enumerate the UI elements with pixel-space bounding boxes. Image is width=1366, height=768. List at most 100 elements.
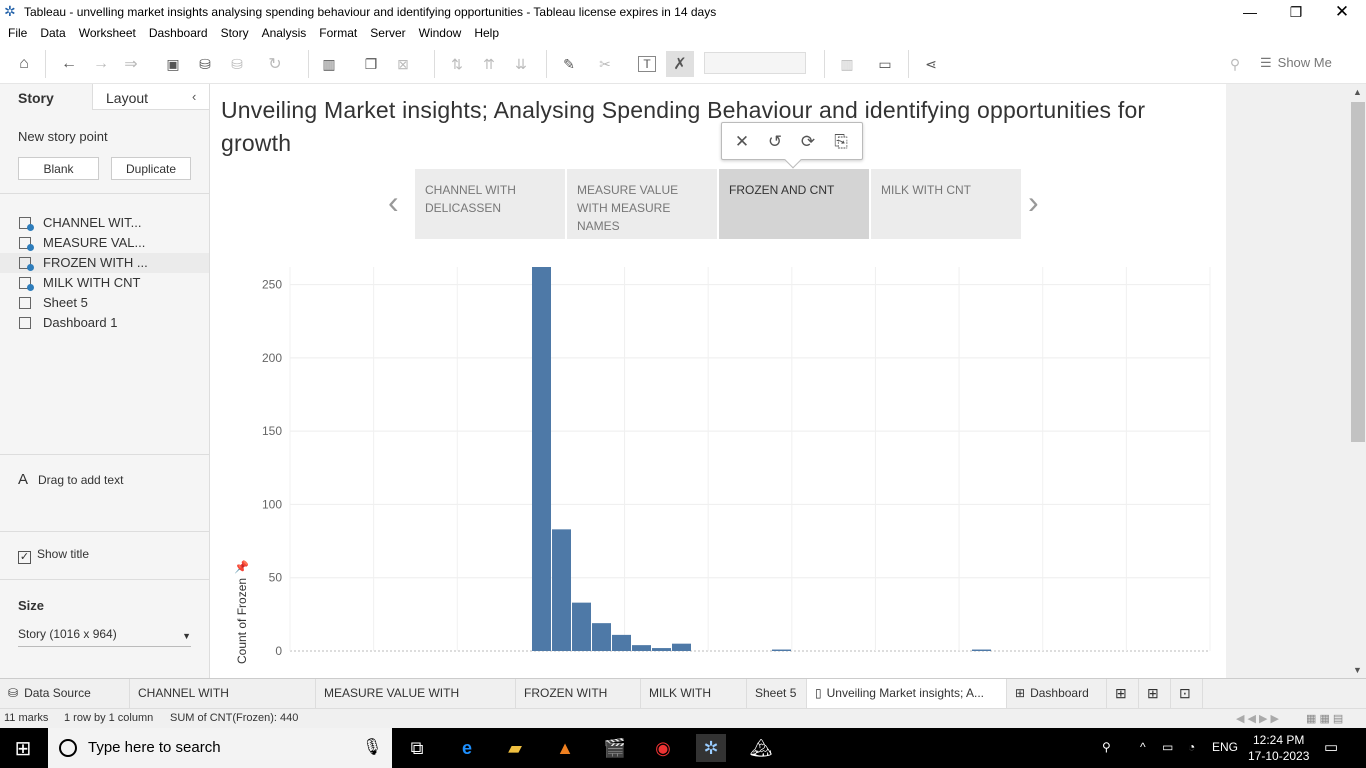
sheet-item-dashboard1[interactable]: Dashboard 1 <box>0 313 209 333</box>
menu-analysis[interactable]: Analysis <box>261 26 307 40</box>
new-worksheet-tab-icon[interactable]: ⊞ <box>1107 679 1139 708</box>
chrome-icon[interactable]: ◉ <box>655 737 671 758</box>
photos-icon[interactable]: 🏔 <box>749 737 773 758</box>
menu-help[interactable]: Help <box>474 26 499 40</box>
pin-icon[interactable]: 📌 <box>234 559 249 574</box>
tab-story[interactable]: Story <box>0 84 92 110</box>
share-icon[interactable]: ⋖ <box>925 55 937 72</box>
fit-dropdown[interactable] <box>704 52 806 74</box>
scroll-down-icon[interactable]: ▼ <box>1353 665 1362 675</box>
save-icon[interactable]: ▣ <box>166 55 180 72</box>
story-point-2[interactable]: MEASURE VALUE WITH MEASURE NAMES <box>567 169 717 239</box>
tab-navigation-icon[interactable]: ◀ ◀ ▶ ▶ <box>1236 713 1280 725</box>
histogram-bar[interactable] <box>972 649 991 651</box>
show-cards-icon[interactable]: ▥ <box>840 55 854 72</box>
histogram-bar[interactable] <box>672 643 691 651</box>
story-point-4[interactable]: MILK WITH CNT <box>871 169 1021 239</box>
refresh-icon[interactable]: ↻ <box>268 56 282 73</box>
wifi-icon[interactable]: ◔ <box>1188 740 1196 754</box>
fix-axes-icon[interactable]: ✗ <box>666 51 694 77</box>
presentation-icon[interactable]: ▭ <box>878 55 892 72</box>
duplicate-button[interactable]: Duplicate <box>111 157 191 180</box>
tab-data-source[interactable]: ⛁ Data Source <box>0 679 130 708</box>
clock[interactable]: 12:24 PM 17-10-2023 <box>1248 732 1309 764</box>
menu-story[interactable]: Story <box>220 26 249 40</box>
histogram-bar[interactable] <box>552 529 571 651</box>
notification-icon[interactable]: ▭ <box>1324 739 1339 756</box>
scroll-up-icon[interactable]: ▲ <box>1353 87 1362 97</box>
menu-format[interactable]: Format <box>319 26 358 40</box>
tab-layout[interactable]: Layout <box>92 84 209 110</box>
menu-window[interactable]: Window <box>418 26 462 40</box>
minimize-button[interactable]: — <box>1243 4 1257 20</box>
new-story-tab-icon[interactable]: ⊡ <box>1171 679 1203 708</box>
close-window-button[interactable]: ✕ <box>1334 2 1350 21</box>
drag-to-add-text[interactable]: A Drag to add text <box>18 471 123 488</box>
people-icon[interactable]: ⚲ <box>1102 740 1111 754</box>
new-worksheet-icon[interactable]: ▥ <box>322 55 336 72</box>
clear-sheet-icon[interactable]: ⊠ <box>397 55 409 72</box>
sheet-item-measure[interactable]: MEASURE VAL... <box>0 233 209 253</box>
sort-descending-icon[interactable]: ⇊ <box>515 55 527 72</box>
tab-dashboard1[interactable]: ⊞Dashboard 1 <box>1007 679 1107 728</box>
blank-button[interactable]: Blank <box>18 157 99 180</box>
previous-story-point-icon[interactable]: ‹ <box>388 184 399 220</box>
menu-dashboard[interactable]: Dashboard <box>148 26 208 40</box>
delete-icon[interactable]: ✕ <box>734 132 750 151</box>
format-painter-icon[interactable]: ⚲ <box>1229 55 1241 72</box>
highlight-icon[interactable]: ✎ <box>563 55 575 72</box>
group-icon[interactable]: ✂ <box>599 55 611 72</box>
sheet-item-channel[interactable]: CHANNEL WIT... <box>0 213 209 233</box>
tab-channel[interactable]: CHANNEL WITH DELICASSEN <box>130 679 316 728</box>
show-me-button[interactable]: ☰ Show Me <box>1260 55 1332 71</box>
size-dropdown[interactable]: Story (1016 x 964) ▼ <box>18 627 191 647</box>
file-explorer-icon[interactable]: ▰ <box>508 737 522 758</box>
show-title-checkbox[interactable]: ✓ Show title <box>18 547 89 564</box>
menu-file[interactable]: File <box>8 26 28 40</box>
histogram-bar[interactable] <box>612 634 631 651</box>
update-icon[interactable]: ⟳ <box>800 132 816 151</box>
vertical-scrollbar[interactable]: ▲ ▼ <box>1350 84 1366 678</box>
histogram-bar[interactable] <box>772 649 791 651</box>
collapse-pane-icon[interactable]: ‹ <box>192 89 197 104</box>
view-toggle-icon[interactable]: ▦ ▦ ▤ <box>1306 713 1344 725</box>
tray-chevron-icon[interactable]: ^ <box>1140 740 1146 754</box>
tab-frozen[interactable]: FROZEN WITH CNT <box>516 679 641 728</box>
swap-icon[interactable]: ⇅ <box>451 55 463 72</box>
story-point-3[interactable]: FROZEN AND CNT <box>719 169 869 239</box>
undo-icon[interactable]: ← <box>61 55 77 72</box>
histogram-bar[interactable] <box>632 645 651 651</box>
sheet-item-frozen[interactable]: FROZEN WITH ... <box>0 253 209 273</box>
redo-icon[interactable]: → <box>93 55 109 72</box>
scroll-thumb[interactable] <box>1351 102 1365 442</box>
tab-milk[interactable]: MILK WITH CNT <box>641 679 747 728</box>
story-point-1[interactable]: CHANNEL WITH DELICASSEN <box>415 169 565 239</box>
new-dashboard-tab-icon[interactable]: ⊞ <box>1139 679 1171 708</box>
story-title[interactable]: Unveiling Market insights; Analysing Spe… <box>221 97 1146 156</box>
revert-icon[interactable]: ↺ <box>767 132 783 151</box>
menu-data[interactable]: Data <box>40 26 66 40</box>
new-data-source-icon[interactable]: ⛁ <box>199 55 211 72</box>
tableau-taskbar-icon[interactable]: ✲ <box>696 734 726 762</box>
tab-measure[interactable]: MEASURE VALUE WITH MEASU... <box>316 679 516 728</box>
language-indicator[interactable]: ENG <box>1212 740 1239 754</box>
windows-start-icon[interactable]: ⊞ <box>14 737 32 760</box>
tab-story-active[interactable]: ▯ Unveiling Market insights; A... <box>807 679 1007 708</box>
next-story-point-icon[interactable]: › <box>1028 184 1039 220</box>
histogram-bar[interactable] <box>572 602 591 651</box>
task-view-icon[interactable]: ⧉ <box>410 737 424 758</box>
sort-ascending-icon[interactable]: ⇈ <box>483 55 495 72</box>
pause-updates-icon[interactable]: ⛁ <box>231 55 243 72</box>
menu-worksheet[interactable]: Worksheet <box>78 26 136 40</box>
histogram-bar[interactable] <box>652 648 671 651</box>
sheet-item-sheet5[interactable]: Sheet 5 <box>0 293 209 313</box>
restore-button[interactable]: ❐ <box>1289 3 1303 20</box>
home-icon[interactable]: ⌂ <box>19 55 29 72</box>
histogram-bar[interactable] <box>532 267 551 651</box>
battery-icon[interactable]: ▭ <box>1162 740 1174 754</box>
histogram-bar[interactable] <box>592 623 611 651</box>
tab-sheet5[interactable]: Sheet 5 <box>747 679 807 708</box>
taskbar-search[interactable]: Type here to search 🎙 <box>48 728 392 768</box>
menu-server[interactable]: Server <box>370 26 406 40</box>
video-editor-icon[interactable]: 🎬 <box>603 737 627 758</box>
